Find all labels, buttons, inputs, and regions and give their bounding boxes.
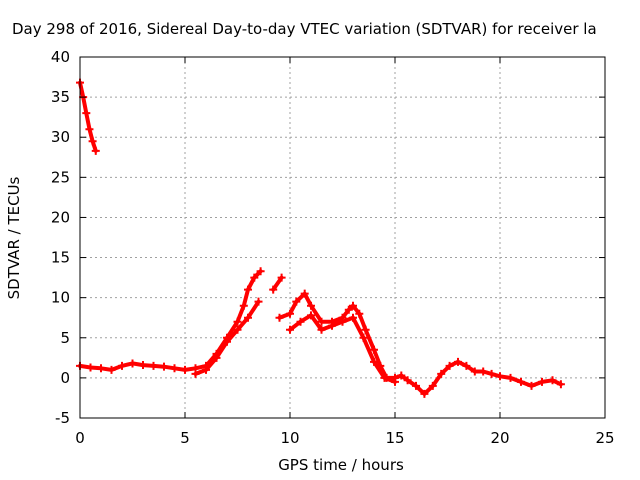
- data-point: [107, 365, 116, 374]
- y-tick-label: 15: [51, 249, 70, 267]
- data-point: [139, 361, 147, 370]
- data-point: [428, 381, 437, 390]
- data-point: [97, 364, 105, 373]
- data-point: [479, 367, 488, 376]
- data-point: [223, 337, 231, 346]
- data-point: [300, 289, 309, 298]
- data-point: [391, 377, 399, 386]
- series-line-gap-segments: [271, 275, 284, 292]
- data-point: [292, 297, 301, 306]
- data-point: [160, 362, 168, 371]
- data-point: [462, 361, 471, 370]
- data-point: [86, 363, 95, 372]
- data-point: [307, 301, 315, 310]
- data-point: [128, 359, 137, 368]
- data-point: [361, 325, 370, 334]
- data-point: [506, 373, 515, 382]
- y-tick-label: 35: [51, 88, 70, 106]
- data-point: [338, 317, 347, 326]
- data-point: [88, 137, 97, 146]
- data-point: [349, 301, 357, 310]
- grid: [80, 57, 605, 418]
- data-point: [359, 333, 368, 342]
- data-point: [250, 273, 259, 282]
- data-point: [548, 376, 557, 385]
- data-point: [470, 367, 479, 376]
- data-point: [82, 109, 91, 118]
- data-point: [181, 365, 189, 374]
- y-tick-label: 25: [51, 168, 70, 186]
- data-point: [91, 146, 100, 155]
- data-point: [244, 285, 252, 294]
- x-tick-label: 5: [180, 429, 190, 447]
- data-point: [370, 357, 378, 366]
- data-point: [355, 309, 364, 318]
- axis-ticks: 0 5 10 15 20 25 -5 0 5 10 15 20 25 30 35 40: [51, 48, 615, 447]
- y-tick-label: 0: [60, 369, 70, 387]
- y-tick-label: 10: [51, 289, 70, 307]
- chart-title: Day 298 of 2016, Sidereal Day-to-day VTE…: [12, 20, 597, 38]
- plot-frame: [79, 56, 606, 419]
- y-tick-label: 20: [51, 208, 70, 226]
- data-point: [538, 377, 546, 386]
- data-point: [380, 373, 389, 382]
- x-tick-label: 20: [490, 429, 509, 447]
- data-point: [403, 376, 412, 385]
- data-point: [286, 325, 294, 334]
- series-line-main-a: [78, 269, 263, 372]
- data-point: [149, 361, 158, 370]
- y-tick-label: 40: [51, 48, 70, 66]
- y-tick-label: -5: [55, 409, 70, 427]
- data-point: [437, 369, 446, 378]
- data-point: [256, 267, 265, 276]
- x-tick-label: 25: [595, 429, 614, 447]
- data-point: [420, 389, 429, 398]
- y-tick-label: 5: [60, 329, 70, 347]
- data-point: [212, 353, 221, 362]
- data-point: [527, 381, 536, 390]
- data-point: [517, 377, 525, 386]
- x-axis-label: GPS time / hours: [278, 456, 404, 474]
- data-point: [233, 325, 242, 334]
- data-point: [296, 317, 305, 326]
- data-point: [397, 371, 406, 380]
- series-layer: [76, 78, 565, 398]
- data-point: [275, 313, 284, 322]
- data-point: [454, 357, 462, 366]
- series-line-main-c: [277, 291, 563, 396]
- data-point: [496, 372, 504, 381]
- x-tick-label: 15: [385, 429, 404, 447]
- data-point: [239, 301, 248, 310]
- data-point: [317, 317, 326, 326]
- data-point: [349, 313, 357, 322]
- data-point: [233, 317, 242, 326]
- data-point: [191, 369, 200, 378]
- data-point: [286, 309, 294, 318]
- data-point: [254, 297, 263, 306]
- data-point: [85, 125, 94, 134]
- data-point: [344, 305, 353, 314]
- x-tick-label: 0: [75, 429, 85, 447]
- data-point: [277, 273, 286, 282]
- data-point: [487, 369, 496, 378]
- data-point: [317, 325, 326, 334]
- data-point: [328, 321, 336, 330]
- data-point: [445, 361, 454, 370]
- data-point: [269, 285, 278, 294]
- data-point: [370, 345, 378, 354]
- data-point: [170, 364, 179, 373]
- data-point: [202, 365, 210, 374]
- x-tick-label: 10: [280, 429, 299, 447]
- data-point: [412, 381, 420, 390]
- y-axis-label: SDTVAR / TECUs: [5, 176, 23, 299]
- y-tick-label: 30: [51, 128, 70, 146]
- data-point: [307, 311, 315, 320]
- data-point: [556, 380, 565, 389]
- data-point: [244, 313, 252, 322]
- data-point: [118, 361, 126, 370]
